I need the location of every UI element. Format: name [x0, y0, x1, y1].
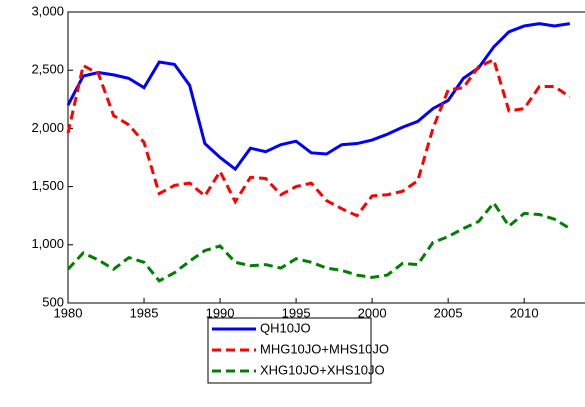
y-tick-label: 1,000 [31, 236, 64, 251]
plot-area [67, 11, 585, 304]
y-tick-label: 3,000 [31, 3, 64, 18]
y-tick-label: 500 [42, 294, 64, 309]
legend-label: QH10JO [260, 320, 311, 335]
y-tick-label: 2,500 [31, 62, 64, 77]
x-tick-label: 2010 [510, 305, 539, 320]
x-tick-label: 1995 [282, 305, 311, 320]
legend-label: MHG10JO+MHS10JO [260, 341, 389, 356]
series-line [66, 22, 571, 172]
x-tick-label: 2005 [434, 305, 463, 320]
x-tick-label: 1990 [206, 305, 235, 320]
x-tick-label: 1985 [130, 305, 159, 320]
y-tick-label: 2,000 [31, 120, 64, 135]
legend-label: XHG10JO+XHS10JO [260, 362, 385, 377]
x-tick-label: 1980 [54, 305, 83, 320]
series-line [66, 200, 571, 283]
x-tick-label: 2000 [358, 305, 387, 320]
series-line [66, 57, 571, 218]
y-tick-label: 1,500 [31, 178, 64, 193]
